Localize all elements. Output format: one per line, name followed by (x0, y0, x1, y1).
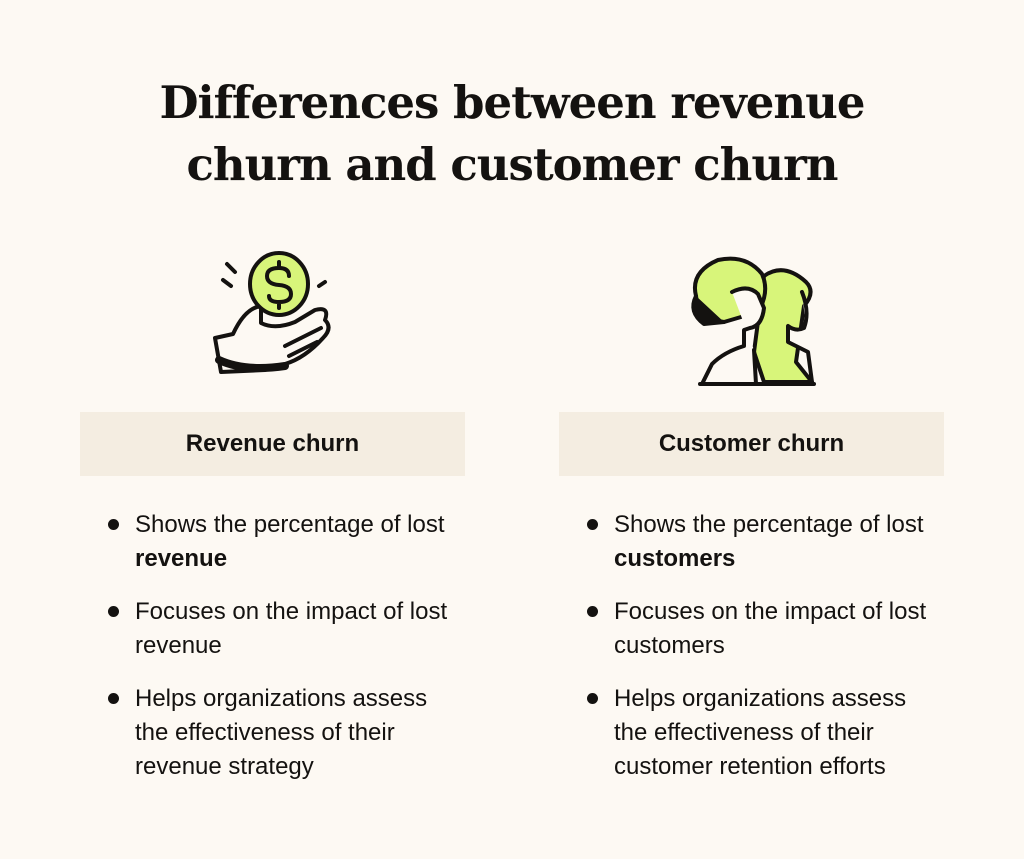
bullet-icon (587, 693, 598, 704)
bullet-icon (587, 606, 598, 617)
list-item: Focuses on the impact of lost revenue (80, 595, 465, 663)
list-item: Helps organizations assess the effective… (80, 682, 465, 784)
two-people-icon (691, 256, 816, 386)
list-item: Helps organizations assess the effective… (559, 682, 944, 784)
hand-holding-coin-icon (213, 251, 331, 374)
list-item: Focuses on the impact of lost customers (559, 595, 944, 663)
bullet-icon (587, 519, 598, 530)
bullet-icon (108, 693, 119, 704)
page-title: Differences between revenue churn and cu… (0, 72, 1024, 196)
title-line-2: churn and customer churn (186, 138, 838, 191)
customer-churn-heading: Customer churn (559, 412, 944, 476)
customer-churn-column: Customer churn Shows the percentage of l… (559, 412, 944, 803)
revenue-churn-heading: Revenue churn (80, 412, 465, 476)
list-item: Shows the percentage of lost customers (559, 508, 944, 576)
list-item: Shows the percentage of lost revenue (80, 508, 465, 576)
revenue-churn-list: Shows the percentage of lost revenue Foc… (80, 508, 465, 784)
title-line-1: Differences between revenue (159, 76, 866, 129)
bullet-icon (108, 606, 119, 617)
customer-churn-list: Shows the percentage of lost customers F… (559, 508, 944, 784)
bullet-icon (108, 519, 119, 530)
revenue-churn-column: Revenue churn Shows the percentage of lo… (80, 412, 465, 803)
